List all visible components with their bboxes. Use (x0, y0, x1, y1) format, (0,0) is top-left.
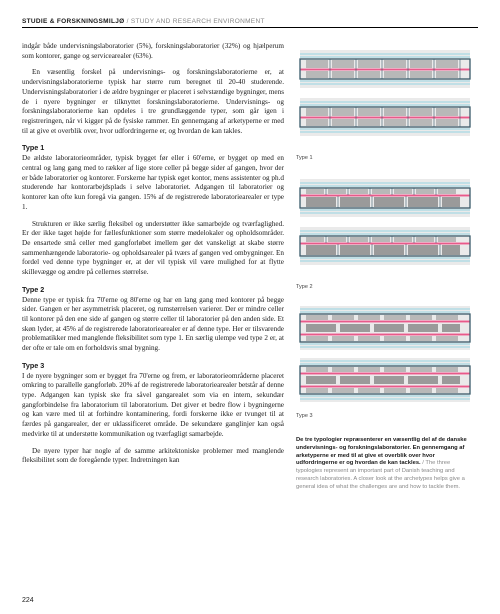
type3-heading: Type 3 (22, 361, 284, 371)
header-light: / STUDY AND RESEARCH ENVIRONMENT (127, 18, 265, 25)
page-number: 224 (22, 597, 34, 604)
diagram-caption: De tre typologier repræsenterer en væsen… (296, 437, 474, 492)
diagram-label-1: Type 1 (296, 155, 474, 161)
intro-para-1: indgår både undervisningslaboratorier (5… (22, 42, 284, 61)
intro-para-2: En væsentlig forskel på undervisnings- o… (22, 68, 284, 136)
type2-para-1: Denne type er typisk fra 70'erne og 80'e… (22, 296, 284, 354)
diagram-type3-svg (296, 300, 474, 410)
type3-para-1: I de nyere bygninger som er bygget fra 7… (22, 372, 284, 440)
text-column: indgår både undervisningslaboratorier (5… (22, 42, 284, 492)
type1-para-1: De ældste laboratorieområder, typisk byg… (22, 154, 284, 212)
type1-heading: Type 1 (22, 143, 284, 153)
content: indgår både undervisningslaboratorier (5… (22, 42, 478, 492)
diagram-type2: Type 2 (296, 171, 474, 290)
page-header: STUDIE & FORSKNINGSMILJØ / STUDY AND RES… (22, 18, 478, 28)
diagram-type1: Type 1 (296, 42, 474, 161)
diagram-label-2: Type 2 (296, 284, 474, 290)
diagram-type3: Type 3 (296, 300, 474, 419)
diagram-label-3: Type 3 (296, 413, 474, 419)
type2-heading: Type 2 (22, 285, 284, 295)
diagram-type2-svg (296, 171, 474, 281)
type3-para-2: De nyere typer har nogle af de samme ark… (22, 447, 284, 466)
type1-para-2: Strukturen er ikke særlig fleksibel og u… (22, 220, 284, 278)
header-bold: STUDIE & FORSKNINGSMILJØ (22, 18, 125, 25)
diagram-column: Type 1 (296, 42, 474, 492)
diagram-type1-svg (296, 42, 474, 152)
